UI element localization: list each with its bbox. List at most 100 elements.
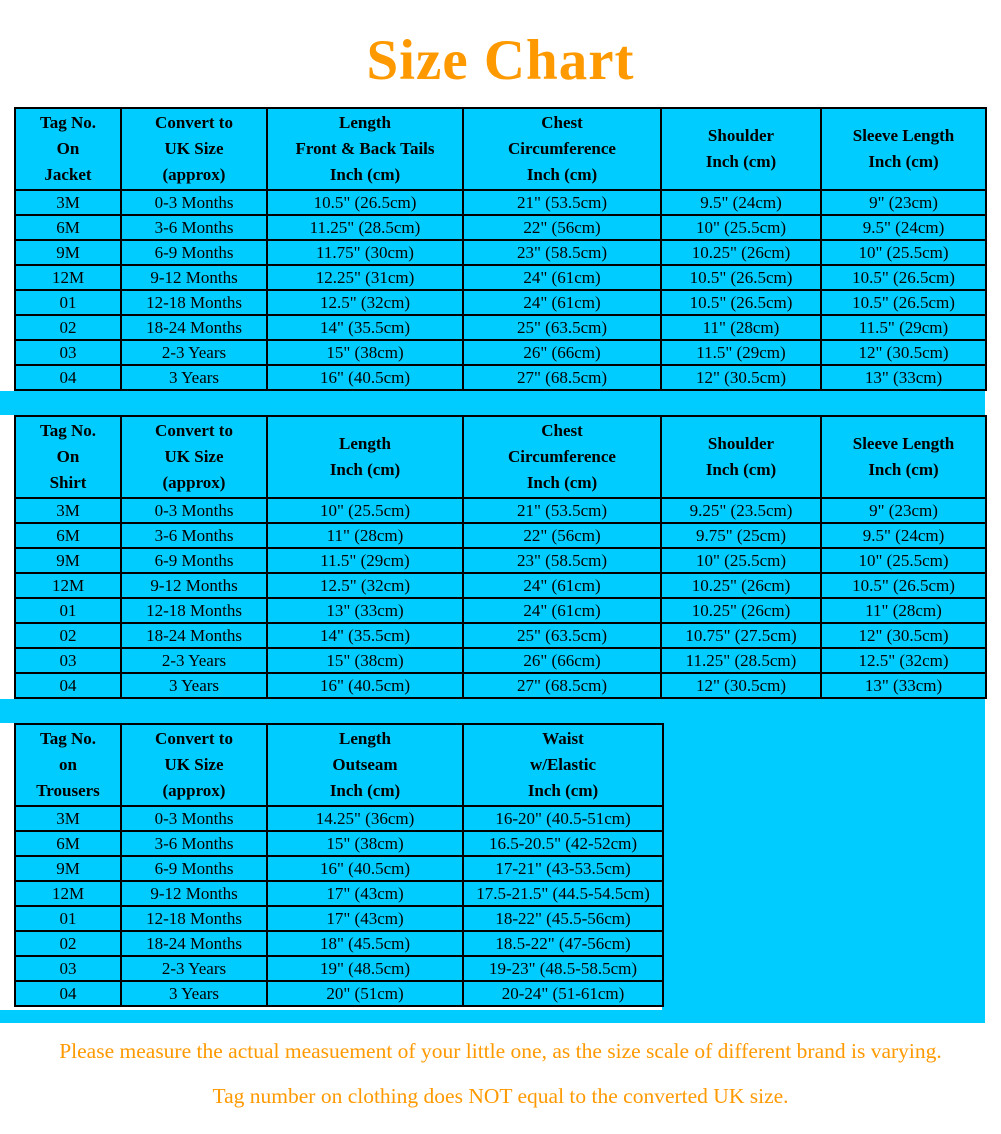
table-cell: 12" (30.5cm) bbox=[660, 672, 822, 699]
column-header: Sleeve Length Inch (cm) bbox=[820, 415, 987, 499]
table-cell: 25" (63.5cm) bbox=[462, 622, 662, 649]
page-title: Size Chart bbox=[366, 29, 635, 92]
table-cell: 10" (25.5cm) bbox=[660, 214, 822, 241]
table-cell: 9" (23cm) bbox=[820, 189, 987, 216]
table-row: 9M 6-9 Months 11.75" (30cm) 23" (58.5cm) 10.… bbox=[14, 239, 987, 266]
table-cell: 17.5-21.5" (44.5-54.5cm) bbox=[462, 880, 664, 907]
spacer-band bbox=[0, 391, 985, 415]
table-cell: 16" (40.5cm) bbox=[266, 364, 464, 391]
shirt-size-table: Tag No. On Shirt Convert to UK Size (appr… bbox=[14, 415, 987, 699]
column-header: Chest Circumference Inch (cm) bbox=[462, 415, 662, 499]
table-cell: 10.25" (26cm) bbox=[660, 597, 822, 624]
table-cell: 14" (35.5cm) bbox=[266, 314, 464, 341]
table-cell: 11.25" (28.5cm) bbox=[266, 214, 464, 241]
column-header: Length Inch (cm) bbox=[266, 415, 464, 499]
table-cell: 10.5" (26.5cm) bbox=[266, 189, 464, 216]
table-cell: 9.5" (24cm) bbox=[820, 522, 987, 549]
table-cell: 03 bbox=[14, 955, 122, 982]
table-cell: 12.5" (32cm) bbox=[820, 647, 987, 674]
table-cell: 13" (33cm) bbox=[266, 597, 464, 624]
table-cell: 6-9 Months bbox=[120, 239, 268, 266]
table-cell: 14.25" (36cm) bbox=[266, 805, 464, 832]
table-cell: 9-12 Months bbox=[120, 264, 268, 291]
table-cell: 3-6 Months bbox=[120, 830, 268, 857]
table-cell: 26" (66cm) bbox=[462, 647, 662, 674]
table-row: 12M 9-12 Months 17" (43cm) 17.5-21.5" (44.5… bbox=[14, 880, 664, 907]
table-cell: 12-18 Months bbox=[120, 289, 268, 316]
table-cell: 6-9 Months bbox=[120, 855, 268, 882]
table-cell: 3 Years bbox=[120, 980, 268, 1007]
table-cell: 24" (61cm) bbox=[462, 597, 662, 624]
table-cell: 2-3 Years bbox=[120, 339, 268, 366]
table-cell: 3M bbox=[14, 189, 122, 216]
cyan-bottom-fill bbox=[0, 1010, 985, 1023]
table-cell: 18" (45.5cm) bbox=[266, 930, 464, 957]
column-header: Length Outseam Inch (cm) bbox=[266, 723, 464, 807]
table-row: 12M 9-12 Months 12.5" (32cm) 24" (61cm) 10.2… bbox=[14, 572, 987, 599]
table-cell: 9M bbox=[14, 547, 122, 574]
table-cell: 16" (40.5cm) bbox=[266, 672, 464, 699]
title-area: Size Chart bbox=[0, 0, 1001, 107]
column-header: Convert to UK Size (approx) bbox=[120, 107, 268, 191]
table-row: 6M 3-6 Months 15" (38cm) 16.5-20.5" (42-52c… bbox=[14, 830, 664, 857]
table-cell: 11" (28cm) bbox=[820, 597, 987, 624]
table-cell: 11.5" (29cm) bbox=[660, 339, 822, 366]
trousers-size-table: Tag No. on Trousers Convert to UK Size (a… bbox=[14, 723, 664, 1007]
table-cell: 23" (58.5cm) bbox=[462, 239, 662, 266]
column-header: Convert to UK Size (approx) bbox=[120, 723, 268, 807]
table-cell: 12" (30.5cm) bbox=[820, 339, 987, 366]
table-cell: 22" (56cm) bbox=[462, 522, 662, 549]
table-cell: 01 bbox=[14, 905, 122, 932]
table-cell: 10" (25.5cm) bbox=[820, 547, 987, 574]
table-cell: 3 Years bbox=[120, 672, 268, 699]
cyan-right-fill bbox=[662, 723, 985, 1023]
column-header: Waist w/Elastic Inch (cm) bbox=[462, 723, 664, 807]
table-cell: 11.5" (29cm) bbox=[266, 547, 464, 574]
table-cell: 6M bbox=[14, 830, 122, 857]
table-row: 02 18-24 Months 14" (35.5cm) 25" (63.5cm) 11… bbox=[14, 314, 987, 341]
table-cell: 9M bbox=[14, 855, 122, 882]
table-cell: 17" (43cm) bbox=[266, 880, 464, 907]
footer-note-1: Please measure the actual measuement of … bbox=[59, 1039, 942, 1063]
table-row: 04 3 Years 16" (40.5cm) 27" (68.5cm) 12" (30… bbox=[14, 364, 987, 391]
table-cell: 17" (43cm) bbox=[266, 905, 464, 932]
table-cell: 12" (30.5cm) bbox=[660, 364, 822, 391]
table-cell: 12-18 Months bbox=[120, 905, 268, 932]
table-cell: 04 bbox=[14, 980, 122, 1007]
table-row: 01 12-18 Months 17" (43cm) 18-22" (45.5-56c… bbox=[14, 905, 664, 932]
column-header: Tag No. On Jacket bbox=[14, 107, 122, 191]
footer-note-2: Tag number on clothing does NOT equal to… bbox=[212, 1083, 789, 1108]
table-cell: 02 bbox=[14, 930, 122, 957]
table-cell: 21" (53.5cm) bbox=[462, 189, 662, 216]
table-row: 01 12-18 Months 12.5" (32cm) 24" (61cm) 10.5… bbox=[14, 289, 987, 316]
table-cell: 9-12 Months bbox=[120, 880, 268, 907]
table-cell: 10.5" (26.5cm) bbox=[660, 289, 822, 316]
table-cell: 01 bbox=[14, 289, 122, 316]
column-header: Sleeve Length Inch (cm) bbox=[820, 107, 987, 191]
table-cell: 11.75" (30cm) bbox=[266, 239, 464, 266]
table-cell: 24" (61cm) bbox=[462, 264, 662, 291]
table-row: 04 3 Years 20" (51cm) 20-24" (51-61cm) bbox=[14, 980, 664, 1007]
header-row: Tag No. on Trousers Convert to UK Size (a… bbox=[14, 723, 664, 807]
table-cell: 20" (51cm) bbox=[266, 980, 464, 1007]
column-header: Convert to UK Size (approx) bbox=[120, 415, 268, 499]
table-cell: 2-3 Years bbox=[120, 955, 268, 982]
table-cell: 16" (40.5cm) bbox=[266, 855, 464, 882]
table-cell: 9" (23cm) bbox=[820, 497, 987, 524]
table-cell: 12M bbox=[14, 572, 122, 599]
table-cell: 3M bbox=[14, 497, 122, 524]
table-row: 02 18-24 Months 18" (45.5cm) 18.5-22" (47-5… bbox=[14, 930, 664, 957]
spacer-band bbox=[0, 699, 985, 723]
table-cell: 04 bbox=[14, 672, 122, 699]
table-cell: 11" (28cm) bbox=[660, 314, 822, 341]
table-cell: 22" (56cm) bbox=[462, 214, 662, 241]
table-row: 03 2-3 Years 15" (38cm) 26" (66cm) 11.5" (29… bbox=[14, 339, 987, 366]
header-row: Tag No. On Shirt Convert to UK Size (appr… bbox=[14, 415, 987, 499]
table-cell: 02 bbox=[14, 622, 122, 649]
table-cell: 12" (30.5cm) bbox=[820, 622, 987, 649]
table-cell: 17-21" (43-53.5cm) bbox=[462, 855, 664, 882]
table-cell: 9.5" (24cm) bbox=[660, 189, 822, 216]
table-cell: 11.25" (28.5cm) bbox=[660, 647, 822, 674]
table-row: 3M 0-3 Months 10" (25.5cm) 21" (53.5cm) 9.25… bbox=[14, 497, 987, 524]
